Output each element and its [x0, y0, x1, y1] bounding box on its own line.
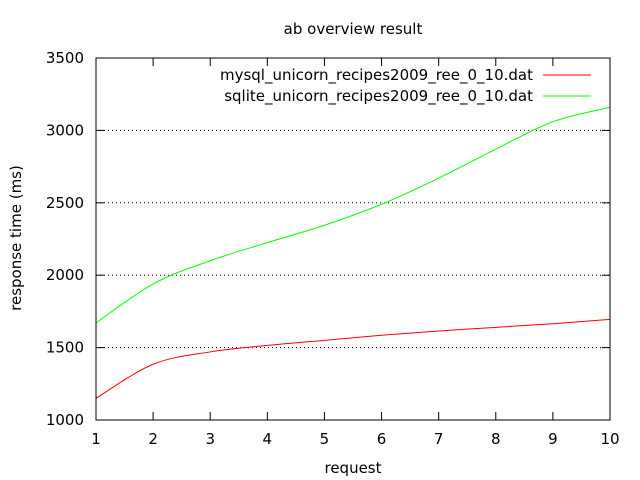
- x-tick-label: 1: [91, 430, 101, 448]
- x-tick-label: 9: [548, 430, 558, 448]
- x-tick-label: 5: [320, 430, 330, 448]
- legend-label-1: mysql_unicorn_recipes2009_ree_0_10.dat: [220, 66, 533, 85]
- y-tick-label: 1000: [46, 411, 84, 429]
- x-tick-label: 8: [491, 430, 501, 448]
- series-line-1: [95, 318, 611, 399]
- chart-title: ab overview result: [284, 20, 423, 38]
- x-tick-label: 4: [263, 430, 273, 448]
- y-tick-label: 2500: [46, 194, 84, 212]
- grid-lines: [96, 129, 610, 349]
- y-tick-label: 2000: [46, 266, 84, 284]
- x-axis-label: request: [324, 459, 381, 477]
- series-lines: [95, 106, 611, 399]
- x-tick-label: 7: [434, 430, 444, 448]
- axis-ticks: 1000 1500 2000 2500 3000 3500 1 2 3 4 5 6 7 8 9 10: [46, 49, 620, 448]
- y-tick-label: 1500: [46, 339, 84, 357]
- x-tick-label: 3: [205, 430, 215, 448]
- y-tick-label: 3500: [46, 49, 84, 67]
- series-line-2: [95, 106, 611, 324]
- y-axis-label: response time (ms): [7, 165, 25, 311]
- legend: mysql_unicorn_recipes2009_ree_0_10.datsq…: [220, 66, 591, 106]
- plot-frame: [95, 57, 611, 421]
- y-tick-label: 3000: [46, 121, 84, 139]
- x-tick-label: 10: [600, 430, 619, 448]
- x-tick-label: 6: [377, 430, 387, 448]
- x-tick-label: 2: [148, 430, 158, 448]
- legend-label-2: sqlite_unicorn_recipes2009_ree_0_10.dat: [224, 87, 533, 106]
